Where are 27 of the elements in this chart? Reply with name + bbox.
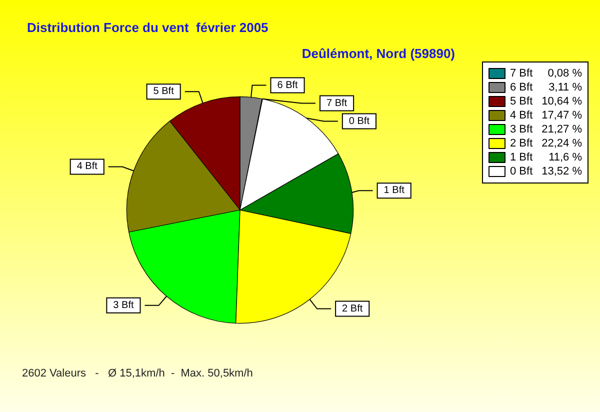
slice-label: 4 Bft — [76, 161, 98, 172]
chart-subtitle: Deûlémont, Nord (59890) — [302, 46, 456, 61]
data-label: 17,47 % — [542, 110, 582, 122]
legend-label: 1 Bft — [510, 152, 533, 164]
legend-label: 2 Bft — [510, 138, 533, 150]
legend-label: 7 Bft — [510, 68, 533, 80]
data-label: 3,11 % — [548, 82, 582, 94]
slice-label: 1 Bft — [384, 185, 405, 196]
legend-label: 4 Bft — [510, 110, 533, 122]
legend-label: 0 Bft — [510, 166, 533, 178]
chart-title: Distribution Force du vent février 2005 — [27, 20, 268, 35]
legend-label: 5 Bft — [510, 96, 533, 108]
data-label: 21,27 % — [542, 124, 582, 136]
data-label: 10,64 % — [542, 96, 582, 108]
data-label: 11,6 % — [548, 152, 582, 164]
slice-label: 0 Bft — [348, 116, 370, 127]
legend-label: 3 Bft — [510, 124, 533, 136]
slice-label: 7 Bft — [326, 98, 348, 109]
slice-label: 3 Bft — [113, 300, 134, 311]
text: 2602 Valeurs - Ø 15,1km/h - Max. 50,5km/h — [22, 368, 253, 380]
data-label: 22,24 % — [542, 138, 582, 150]
slice-label: 5 Bft — [153, 86, 174, 98]
slice-label: 2 Bft — [342, 303, 363, 314]
slice-label: 6 Bft — [277, 80, 298, 91]
data-label: 13,52 % — [542, 166, 582, 178]
data-label: 0,08 % — [548, 68, 582, 80]
legend-label: 6 Bft — [510, 82, 533, 94]
